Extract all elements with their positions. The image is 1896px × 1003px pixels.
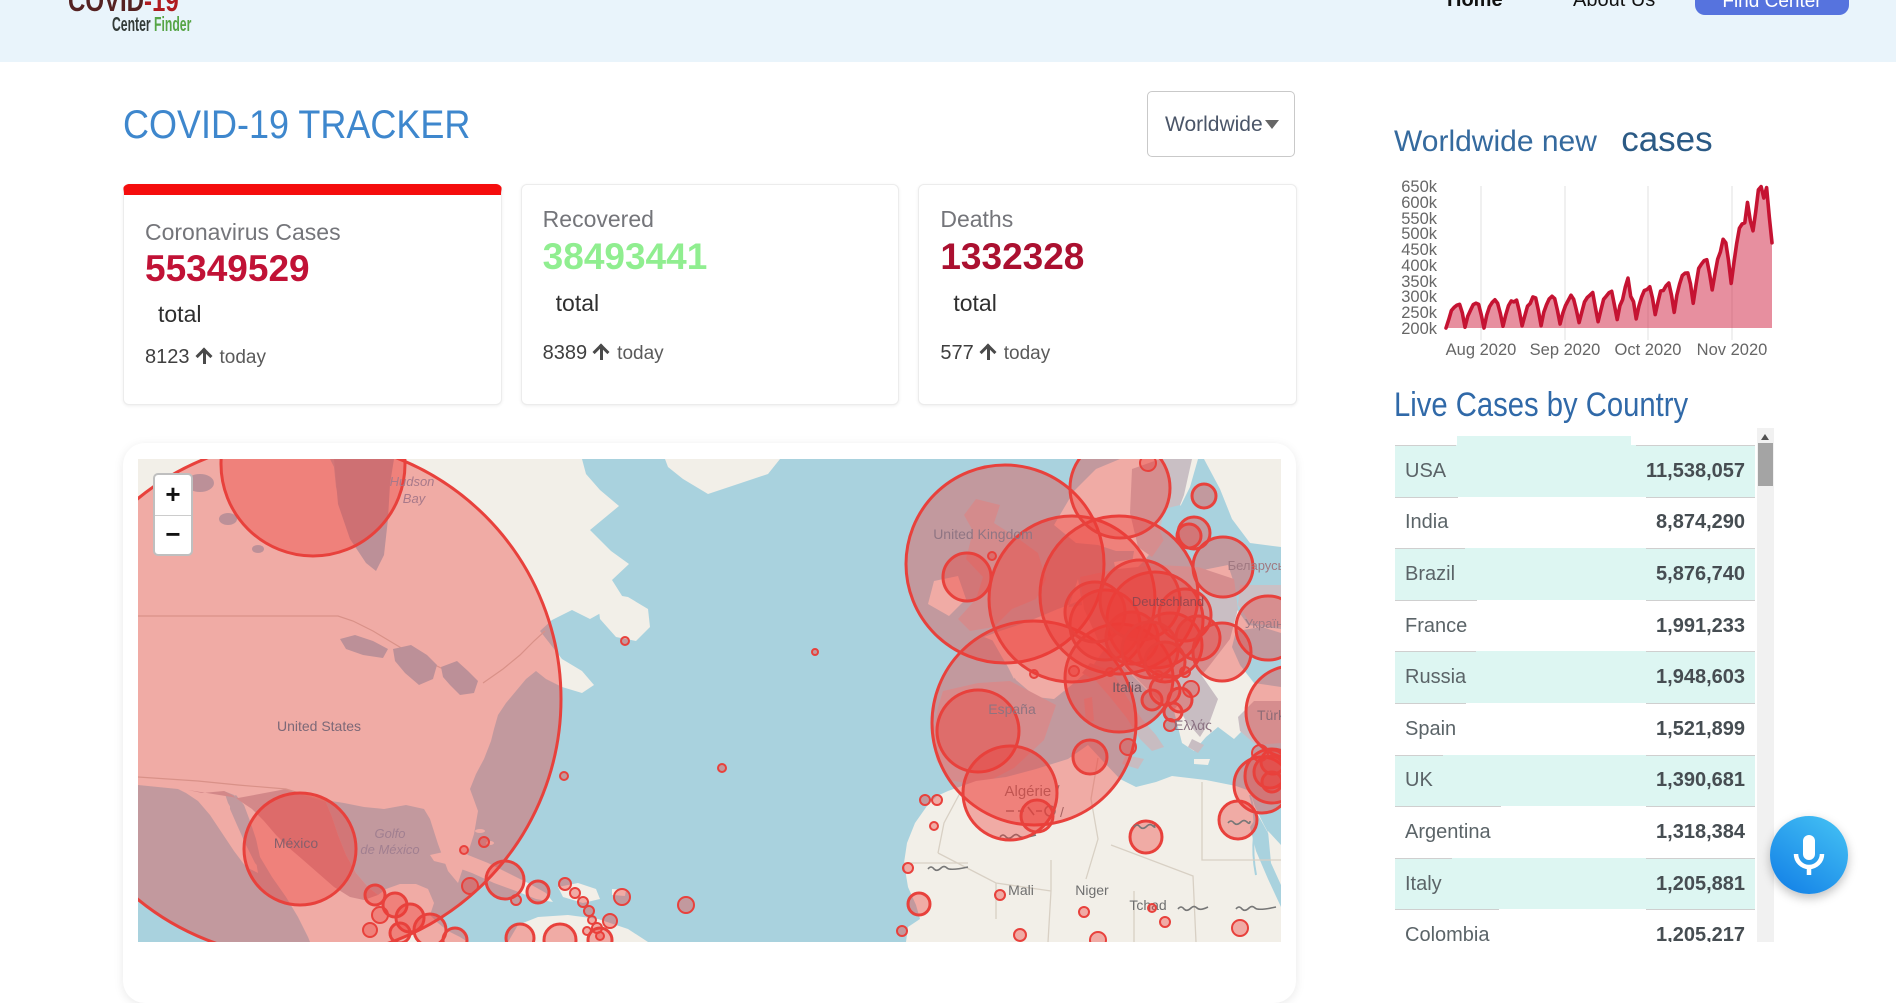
svg-text:Беларусь: Беларусь [1228, 558, 1281, 573]
svg-text:Niger: Niger [1075, 882, 1109, 898]
svg-text:United States: United States [277, 718, 361, 734]
svg-text:500k: 500k [1401, 225, 1438, 243]
svg-text:550k: 550k [1401, 210, 1438, 228]
svg-text:Golfo: Golfo [374, 826, 405, 841]
svg-text:Mali: Mali [1008, 882, 1034, 898]
svg-text:600k: 600k [1401, 194, 1438, 212]
svg-text:450k: 450k [1401, 241, 1438, 259]
svg-text:Hudson: Hudson [390, 474, 435, 489]
svg-text:Türk: Türk [1257, 707, 1281, 723]
svg-text:300k: 300k [1401, 288, 1438, 306]
svg-text:400k: 400k [1401, 257, 1438, 275]
svg-text:350k: 350k [1401, 273, 1438, 291]
svg-text:Oct 2020: Oct 2020 [1615, 341, 1682, 359]
svg-text:Algérie /: Algérie / [1004, 783, 1060, 800]
svg-text:Sep 2020: Sep 2020 [1530, 341, 1601, 359]
svg-text:Deutschland: Deutschland [1132, 594, 1204, 609]
svg-text:United Kingdom: United Kingdom [933, 526, 1033, 542]
svg-text:de México: de México [360, 842, 419, 857]
svg-text:España: España [988, 701, 1036, 717]
svg-text:/: / [1060, 804, 1064, 820]
svg-text:200k: 200k [1401, 320, 1438, 338]
svg-text:Ελλάς: Ελλάς [1174, 717, 1212, 733]
svg-text:Bay: Bay [403, 491, 427, 506]
svg-text:Aug 2020: Aug 2020 [1446, 341, 1517, 359]
svg-text:250k: 250k [1401, 304, 1438, 322]
svg-text:Україн: Україн [1245, 616, 1281, 631]
svg-text:650k: 650k [1401, 178, 1438, 196]
svg-text:Italia: Italia [1112, 679, 1142, 695]
svg-text:México: México [274, 835, 319, 851]
svg-text:Nov 2020: Nov 2020 [1697, 341, 1768, 359]
